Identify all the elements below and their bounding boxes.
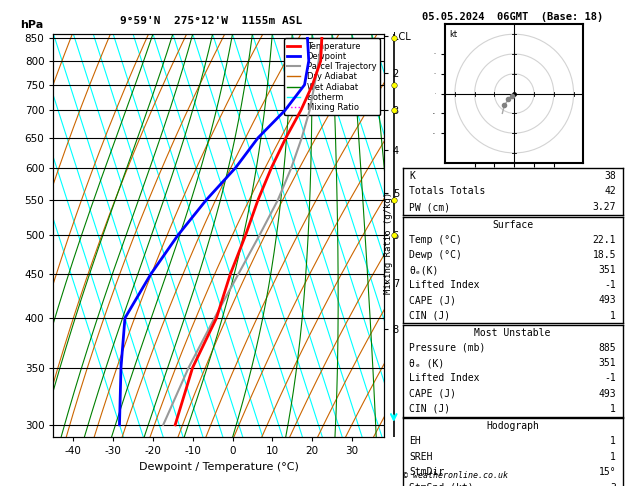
Text: kt: kt [449, 30, 457, 39]
Text: 9°59'N  275°12'W  1155m ASL: 9°59'N 275°12'W 1155m ASL [120, 16, 302, 26]
Text: Lifted Index: Lifted Index [409, 373, 480, 383]
Text: 885: 885 [598, 343, 616, 353]
Text: θₑ (K): θₑ (K) [409, 358, 445, 368]
Text: 42: 42 [604, 187, 616, 196]
Text: 351: 351 [598, 358, 616, 368]
Legend: Temperature, Dewpoint, Parcel Trajectory, Dry Adiabat, Wet Adiabat, Isotherm, Mi: Temperature, Dewpoint, Parcel Trajectory… [284, 38, 379, 115]
Text: Pressure (mb): Pressure (mb) [409, 343, 486, 353]
Text: EH: EH [409, 436, 421, 447]
Text: K: K [409, 171, 415, 181]
Text: 1: 1 [610, 311, 616, 321]
Text: Dewp (°C): Dewp (°C) [409, 250, 462, 260]
Text: Hodograph: Hodograph [486, 421, 539, 431]
Text: Temp (°C): Temp (°C) [409, 235, 462, 245]
Text: StmDir: StmDir [409, 467, 445, 477]
Text: PW (cm): PW (cm) [409, 202, 450, 212]
Text: Mixing Ratio (g/kg): Mixing Ratio (g/kg) [384, 192, 392, 294]
Text: CAPE (J): CAPE (J) [409, 389, 456, 399]
X-axis label: Dewpoint / Temperature (°C): Dewpoint / Temperature (°C) [138, 462, 299, 472]
Text: 493: 493 [598, 389, 616, 399]
Text: © weatheronline.co.uk: © weatheronline.co.uk [403, 471, 508, 480]
Text: 3: 3 [610, 483, 616, 486]
Text: Lifted Index: Lifted Index [409, 280, 480, 290]
Text: 22.1: 22.1 [593, 235, 616, 245]
Text: 18.5: 18.5 [593, 250, 616, 260]
Text: CIN (J): CIN (J) [409, 311, 450, 321]
Text: CIN (J): CIN (J) [409, 404, 450, 414]
Text: 3.27: 3.27 [593, 202, 616, 212]
Text: θₑ(K): θₑ(K) [409, 265, 438, 275]
Text: Most Unstable: Most Unstable [474, 328, 551, 338]
Text: Totals Totals: Totals Totals [409, 187, 486, 196]
Text: -1: -1 [604, 280, 616, 290]
Text: CAPE (J): CAPE (J) [409, 295, 456, 306]
Text: 493: 493 [598, 295, 616, 306]
Text: 1: 1 [610, 452, 616, 462]
Text: 15°: 15° [598, 467, 616, 477]
Text: 05.05.2024  06GMT  (Base: 18): 05.05.2024 06GMT (Base: 18) [422, 12, 603, 22]
Text: 1: 1 [610, 436, 616, 447]
Text: StmSpd (kt): StmSpd (kt) [409, 483, 474, 486]
Text: -1: -1 [604, 373, 616, 383]
Y-axis label: km
ASL: km ASL [413, 226, 435, 245]
Text: 1: 1 [610, 404, 616, 414]
Text: hPa: hPa [21, 20, 43, 30]
Text: SREH: SREH [409, 452, 433, 462]
Text: 351: 351 [598, 265, 616, 275]
Text: 38: 38 [604, 171, 616, 181]
Text: Surface: Surface [492, 220, 533, 230]
